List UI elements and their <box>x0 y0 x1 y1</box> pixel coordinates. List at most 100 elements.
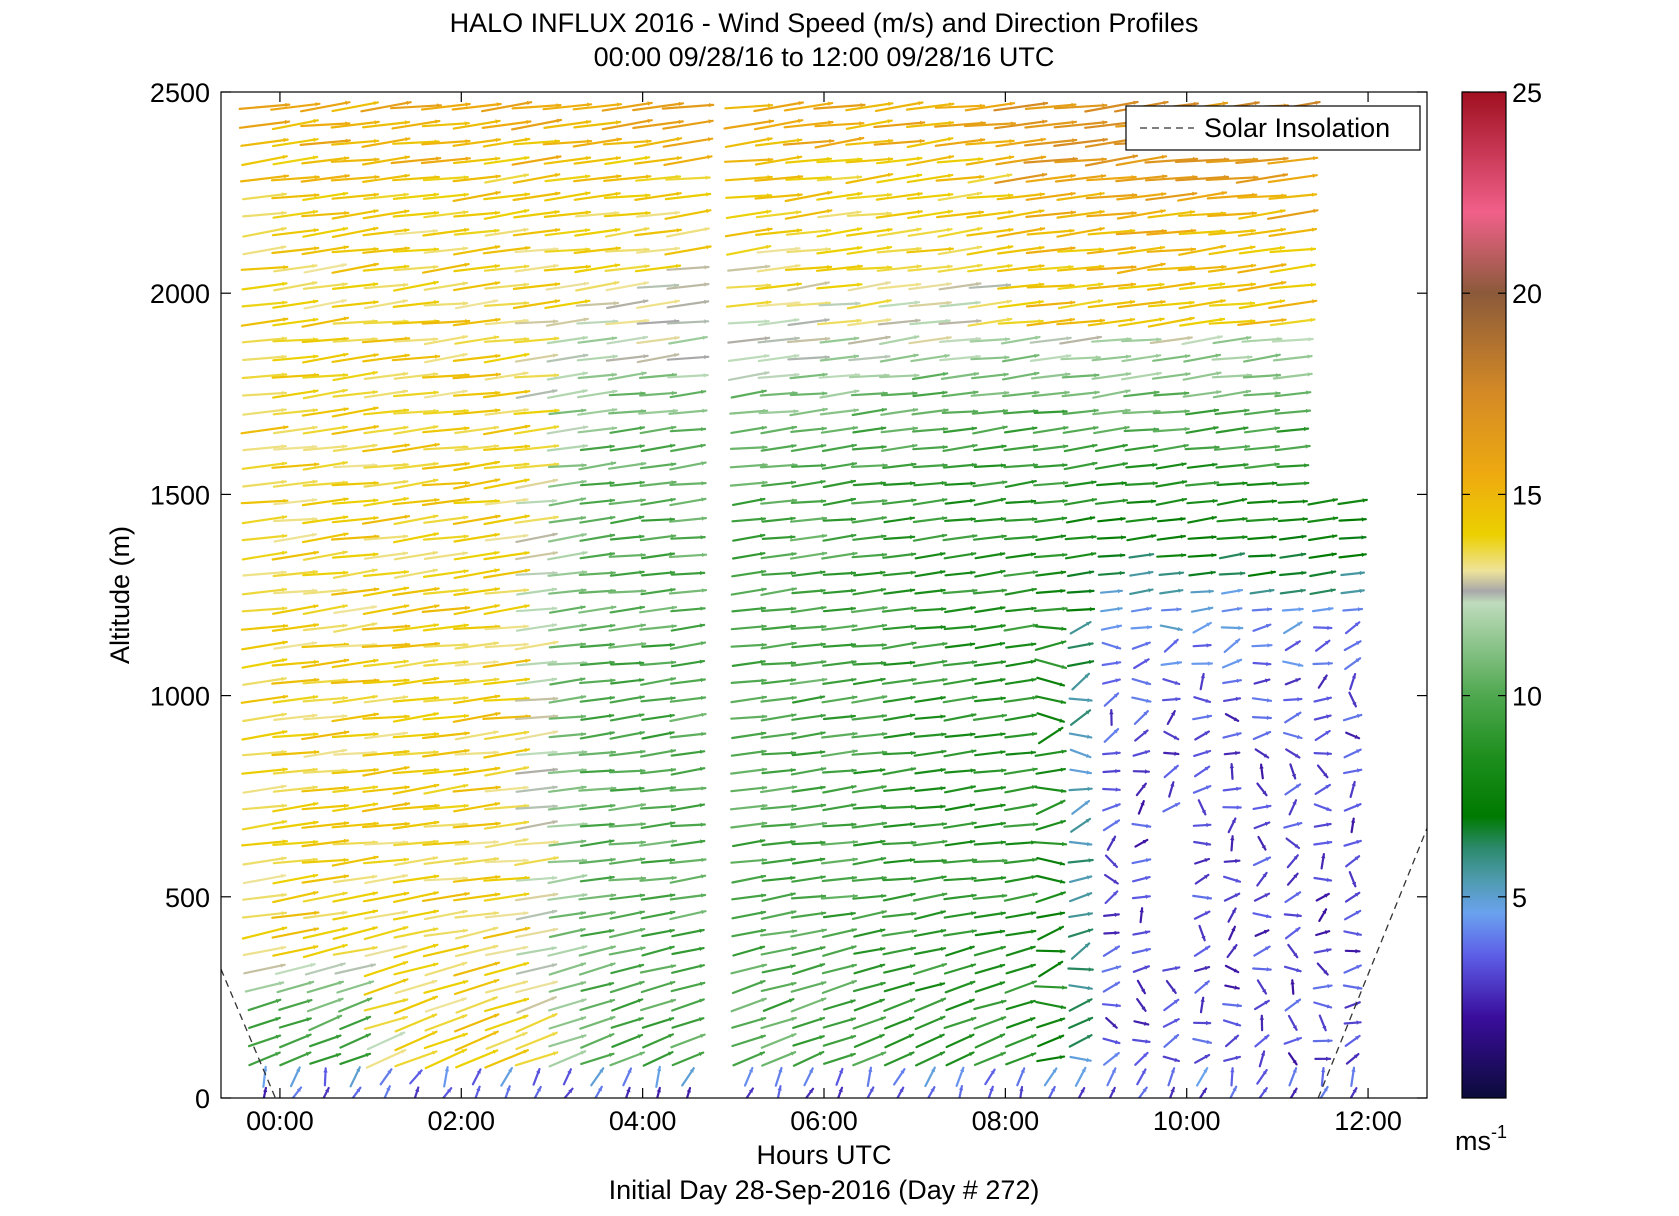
wind-arrow <box>822 517 857 522</box>
wind-arrow-head <box>465 319 470 324</box>
wind-arrow-head <box>555 191 560 196</box>
wind-arrow <box>1005 963 1037 975</box>
wind-arrow-head <box>1159 317 1164 322</box>
wind-arrow-head <box>1270 553 1275 558</box>
wind-arrow-head <box>1293 873 1298 879</box>
wind-arrow-head <box>910 786 915 791</box>
wind-arrow <box>668 336 708 345</box>
wind-arrow-head <box>1173 765 1178 770</box>
wind-arrow <box>420 157 471 165</box>
wind-arrow <box>906 247 955 254</box>
wind-arrow <box>942 427 978 434</box>
wind-arrow-head <box>403 891 409 896</box>
wind-arrow <box>331 516 379 524</box>
wind-arrow <box>753 101 805 113</box>
wind-arrow-head <box>495 174 500 179</box>
wind-arrow-head <box>493 856 499 862</box>
colorbar-tick-label: 15 <box>1512 480 1542 510</box>
wind-arrow <box>1066 660 1095 668</box>
wind-arrow <box>791 946 826 957</box>
wind-arrow-head <box>1295 999 1300 1004</box>
wind-arrow <box>484 408 529 416</box>
wind-arrow-head <box>282 154 287 160</box>
wind-arrow <box>880 427 919 434</box>
wind-arrow <box>914 1015 946 1031</box>
wind-arrow <box>939 355 981 362</box>
wind-arrow <box>1032 444 1069 452</box>
wind-arrow <box>883 713 916 722</box>
wind-arrow-head <box>586 139 592 144</box>
wind-arrow <box>913 481 947 487</box>
wind-arrow-head <box>778 1068 783 1073</box>
wind-arrow <box>790 499 827 504</box>
wind-arrow-head <box>1213 408 1218 413</box>
wind-arrow-head <box>1308 337 1313 342</box>
wind-arrow-head <box>585 299 590 304</box>
wind-arrow-head <box>869 1087 874 1092</box>
wind-arrow-head <box>554 408 559 413</box>
wind-arrow <box>881 678 917 685</box>
wind-arrow-head <box>465 102 470 107</box>
wind-arrow <box>881 606 917 613</box>
wind-arrow-head <box>1163 100 1168 105</box>
wind-arrow <box>633 137 683 149</box>
wind-arrow <box>1237 263 1287 274</box>
wind-arrow <box>573 156 622 165</box>
wind-arrow-head <box>791 731 796 736</box>
wind-arrow-head <box>1087 786 1092 792</box>
wind-arrow-head <box>977 226 982 232</box>
wind-arrow <box>817 210 862 219</box>
wind-arrow-head <box>1071 102 1076 108</box>
wind-arrow-head <box>434 731 439 737</box>
wind-arrow-head <box>821 911 826 916</box>
wind-arrow-head <box>432 228 437 234</box>
wind-arrow <box>820 857 858 865</box>
wind-arrow <box>547 464 587 469</box>
wind-arrow <box>362 604 410 616</box>
wind-arrow-head <box>403 496 408 502</box>
wind-arrow-head <box>668 1017 674 1022</box>
wind-arrow-head <box>912 443 917 449</box>
wind-arrow-head <box>881 785 886 790</box>
wind-arrow <box>1307 534 1338 542</box>
wind-arrow <box>671 1017 705 1029</box>
wind-arrow-head <box>1086 622 1091 626</box>
wind-arrow-head <box>523 837 528 843</box>
wind-arrow-head <box>372 370 377 376</box>
wind-arrow <box>393 840 439 847</box>
wind-arrow <box>393 927 439 939</box>
wind-arrow <box>730 625 767 631</box>
wind-arrow-head <box>1101 157 1106 162</box>
wind-arrow <box>822 607 857 613</box>
wind-arrow <box>580 1052 615 1066</box>
wind-arrow-head <box>1120 516 1125 522</box>
wind-arrow <box>514 892 559 902</box>
wind-arrow <box>608 642 647 649</box>
wind-arrow-head <box>1088 642 1093 647</box>
wind-arrow-head <box>1266 661 1271 667</box>
wind-arrow-head <box>1291 773 1296 779</box>
wind-arrow <box>1004 732 1038 739</box>
wind-arrow <box>578 605 617 614</box>
wind-arrow-head <box>978 157 983 162</box>
wind-arrow <box>1178 299 1226 310</box>
wind-arrow-head <box>970 732 975 737</box>
wind-arrow <box>573 120 622 129</box>
wind-arrow-head <box>524 424 530 429</box>
wind-arrow-head <box>343 316 348 321</box>
wind-arrow <box>636 299 681 309</box>
wind-arrow <box>909 319 951 326</box>
wind-arrow <box>818 373 861 379</box>
wind-arrow <box>850 464 888 468</box>
wind-arrow-head <box>670 998 675 1004</box>
wind-arrow-head <box>366 997 372 1002</box>
wind-arrow-head <box>1066 354 1071 359</box>
wind-arrow-head <box>610 461 616 466</box>
wind-arrow <box>934 104 986 109</box>
wind-arrow-head <box>1310 317 1315 323</box>
wind-arrow <box>668 516 708 523</box>
wind-arrow <box>790 981 827 993</box>
wind-arrow-head <box>819 1017 824 1022</box>
wind-arrow-head <box>464 731 469 736</box>
